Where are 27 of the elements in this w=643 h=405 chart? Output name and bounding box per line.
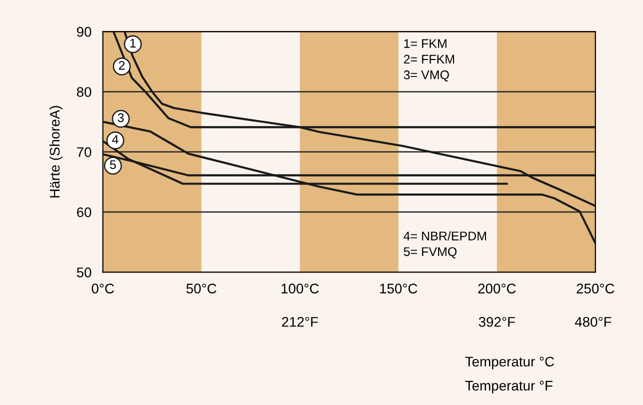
annotation: 3= VMQ <box>404 70 449 82</box>
x-tick-label: 0°C <box>92 284 114 294</box>
annotation: 1 <box>130 38 136 48</box>
annotation: 5= FVMQ <box>404 247 457 258</box>
x-tick-label: 250°C <box>576 284 614 294</box>
x2-axis-title: Temperatur °F <box>465 380 552 394</box>
x-tick-label: 100°C <box>282 284 319 294</box>
y-tick-label: 60 <box>77 207 92 218</box>
annotation: 1= FKM <box>404 39 446 48</box>
annotation: 2= FFKM <box>404 54 454 64</box>
y-tick-label: 50 <box>76 267 92 278</box>
annotation: 2 <box>118 60 125 70</box>
annotation: 4= NBR/EPDM <box>404 231 486 240</box>
x-tick-label: 50°C <box>186 284 216 294</box>
x2-tick-label: 480°F <box>574 316 612 327</box>
y-tick-label: 80 <box>76 87 92 97</box>
x2-tick-label: 212°F <box>282 316 318 327</box>
y-tick-label: 70 <box>77 147 92 158</box>
x2-tick-label: 392°F <box>478 316 515 327</box>
y-tick-label: 90 <box>76 26 92 37</box>
x-axis-title: Temperatur °C <box>465 356 554 370</box>
x-tick-label: 200°C <box>478 284 516 294</box>
annotation: 3 <box>118 113 124 122</box>
annotation: 5 <box>110 160 116 170</box>
x-tick-label: 150°C <box>380 284 418 294</box>
annotation: 4 <box>112 135 118 144</box>
y-axis-title: Härte (ShoreA) <box>49 106 62 198</box>
